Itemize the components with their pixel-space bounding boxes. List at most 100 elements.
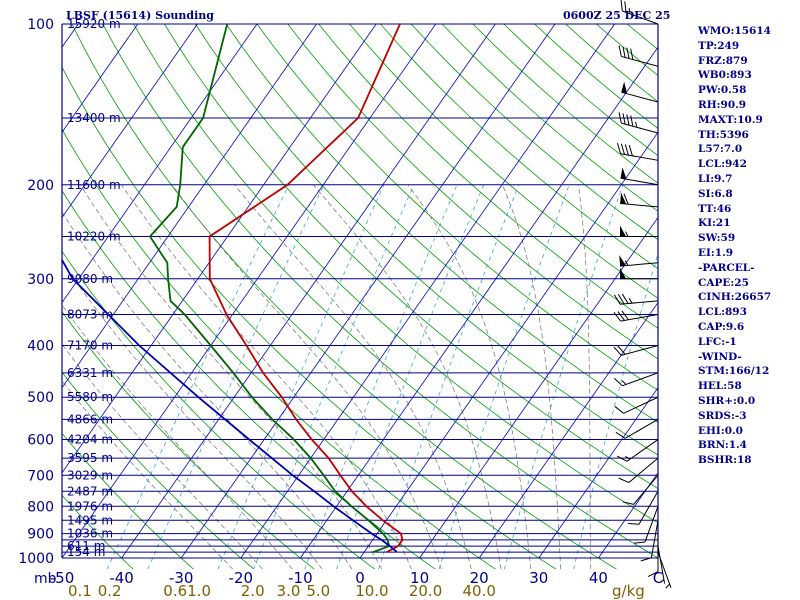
temperature-profile-line [208, 24, 404, 553]
height-label: 1976 m [67, 499, 113, 513]
index-item: TP:249 [698, 39, 740, 52]
mixing-ratio-line [336, 184, 485, 569]
height-label: 7170 m [67, 339, 113, 353]
mixing-ratio-line [378, 184, 520, 569]
height-label: 11600 m [67, 178, 121, 192]
moist-adiabat-line [578, 184, 591, 569]
dry-adiabats [62, 24, 658, 569]
moist-adiabat-line [502, 184, 562, 569]
index-item: CAP:9.6 [698, 320, 745, 333]
isobars [61, 23, 659, 559]
isotherm-line [62, 24, 317, 389]
mixing-ratio-label: 0.1 [68, 582, 92, 600]
index-item: LFC:-1 [698, 335, 737, 348]
index-item: SW:59 [698, 232, 736, 245]
dry-adiabat-line [380, 24, 658, 270]
wind-barb [657, 546, 666, 584]
height-label: 3595 m [67, 451, 113, 465]
profile-lines [62, 24, 404, 553]
dewpoint-profile-line [148, 24, 391, 553]
wind-barb [620, 0, 659, 25]
dry-adiabat-line [62, 66, 557, 569]
mixing-ratio-label: 1.0 [187, 582, 211, 600]
index-item: FRZ:879 [698, 54, 748, 67]
height-label: 13400 m [67, 111, 121, 125]
station-title: LBSF (15614) Sounding [66, 9, 214, 22]
pressure-tick-label: 500 [27, 390, 54, 406]
height-label: 5580 m [67, 390, 113, 404]
pressure-tick-label: 200 [27, 178, 54, 194]
index-item: SI:6.8 [698, 187, 733, 200]
height-label: 15920 m [67, 17, 121, 31]
wind-barb [633, 506, 659, 544]
wind-barb [620, 267, 658, 280]
isotherm-line [121, 24, 496, 559]
dry-adiabat-line [256, 24, 658, 391]
dry-adiabat-line [62, 432, 194, 569]
index-item: -PARCEL- [698, 261, 755, 274]
dry-adiabat-line [194, 24, 658, 456]
index-item: STM:166/12 [698, 365, 770, 378]
wind-barb [613, 372, 659, 387]
mixing-ratio-label: 5.0 [306, 582, 330, 600]
wind-barb [621, 81, 659, 103]
pressure-tick-label: 1000 [18, 551, 54, 567]
height-label: 4866 m [67, 412, 113, 426]
temperature-tick-label: 20 [470, 569, 489, 587]
moist-adiabat-line [62, 304, 293, 569]
mixing-ratio-label: 0.2 [98, 582, 122, 600]
isotherm-line [359, 131, 658, 559]
isotherm-line [538, 387, 658, 559]
isotherm-line [62, 24, 437, 559]
sounding-time: 0600Z 25 DEC 25 [563, 9, 671, 22]
moist-adiabat-line [171, 184, 442, 569]
dry-adiabat-line [225, 24, 658, 423]
mixing-ratio-line [573, 252, 658, 569]
isotherm-line [62, 24, 198, 219]
mixing-ratio-line [147, 184, 325, 569]
index-item: CINH:26657 [698, 291, 772, 304]
mixing-ratio-lines [106, 184, 658, 569]
pressure-tick-label: 800 [27, 499, 54, 515]
wind-barb [618, 45, 659, 67]
mixing-ratio-line [438, 184, 570, 569]
index-item: LCL:893 [698, 306, 747, 319]
wind-barb [618, 112, 659, 134]
isotherm-line [419, 216, 658, 559]
index-item: EI:1.9 [698, 246, 734, 259]
dry-adiabat-line [62, 189, 436, 569]
index-item: -WIND- [698, 350, 742, 363]
wind-barb [616, 439, 659, 462]
wind-barb [619, 255, 659, 267]
height-label: 1036 m [67, 527, 113, 541]
wind-barb [615, 418, 659, 439]
wind-barb [613, 345, 659, 356]
index-item: KI:21 [698, 217, 731, 230]
wind-barb [616, 142, 659, 161]
temperature-tick-label: -30 [169, 569, 194, 587]
mixing-ratio-label: 40.0 [462, 582, 495, 600]
isotherm-line [300, 46, 658, 559]
moist-adiabat-line [121, 184, 412, 569]
height-labels: 15920 m 13400 m 11600 m 10220 m 9080 m 8073 m… [67, 17, 121, 559]
wind-barb [640, 520, 659, 562]
wind-barb [620, 167, 659, 186]
dry-adiabat-line [62, 128, 497, 569]
index-item: PW:0.58 [698, 84, 747, 97]
pressure-tick-labels: 100 200 300 400 500 600 700 800 900 1000 [18, 17, 54, 567]
moist-adiabat-line [234, 184, 472, 569]
temperature-tick-label: 10 [410, 569, 429, 587]
index-item: BRN:1.4 [698, 439, 747, 452]
index-item: LI:9.7 [698, 172, 733, 185]
mixing-ratio-line [217, 184, 385, 569]
pressure-tick-label: 600 [27, 433, 54, 449]
isotherms [62, 24, 658, 559]
mixing-ratio-line [304, 184, 458, 569]
pressure-tick-label: 700 [27, 468, 54, 484]
dry-adiabat-line [133, 24, 658, 524]
mixing-ratio-label: 10.0 [355, 582, 388, 600]
temperature-tick-label: -40 [109, 569, 134, 587]
dry-adiabat-line [287, 24, 658, 360]
height-label: 611 m [67, 539, 105, 553]
